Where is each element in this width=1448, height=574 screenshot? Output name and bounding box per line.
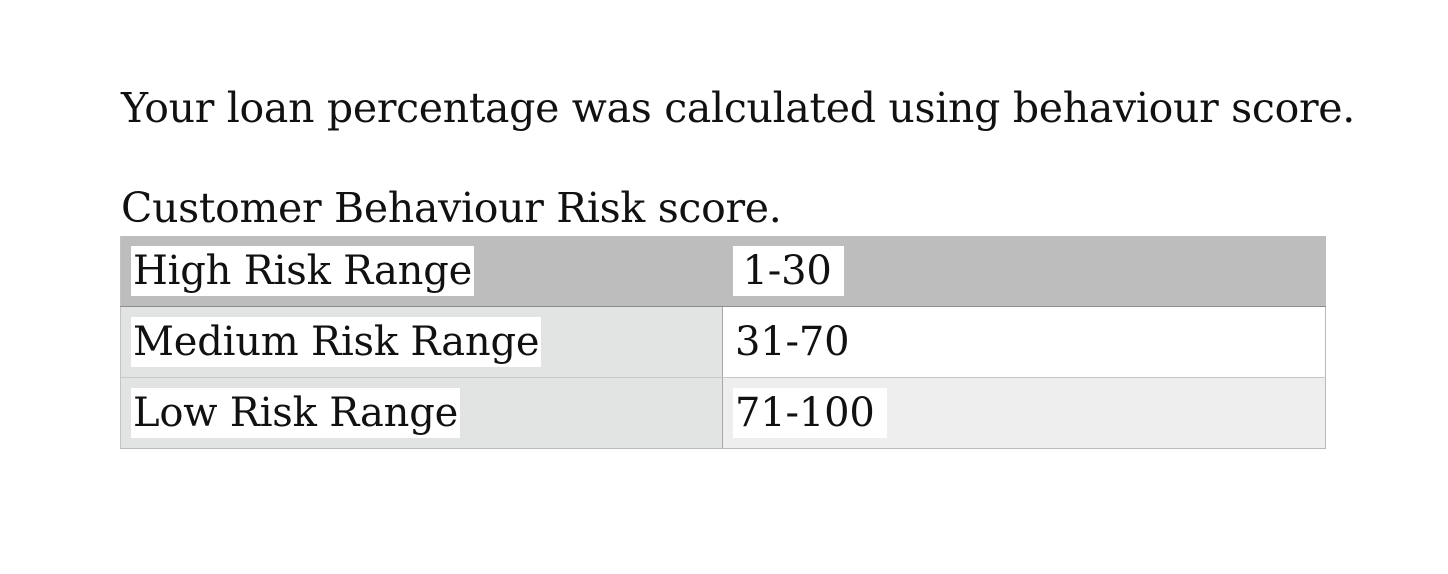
risk-range-label-cell: Low Risk Range <box>120 377 723 449</box>
risk-range-label: Low Risk Range <box>131 388 461 438</box>
table-row-low-risk: Low Risk Range 71-100 <box>120 377 1326 449</box>
table-row-medium-risk: Medium Risk Range 31-70 <box>120 306 1326 378</box>
risk-score-range: 31-70 <box>733 317 862 367</box>
table-row-high-risk: High Risk Range 1-30 <box>120 236 1326 307</box>
risk-range-label-cell: Medium Risk Range <box>120 306 723 378</box>
risk-range-label-cell: High Risk Range <box>120 236 723 307</box>
risk-range-label: Medium Risk Range <box>131 317 542 367</box>
table-caption: Customer Behaviour Risk score. <box>121 184 782 232</box>
risk-score-range-cell: 71-100 <box>722 377 1326 449</box>
risk-score-range: 71-100 <box>733 388 887 438</box>
risk-score-range-cell: 1-30 <box>722 236 1326 307</box>
risk-score-range-cell: 31-70 <box>722 306 1326 378</box>
intro-text: Your loan percentage was calculated usin… <box>121 84 1355 132</box>
risk-score-range: 1-30 <box>732 246 844 296</box>
risk-range-label: High Risk Range <box>131 246 475 296</box>
risk-score-table: High Risk Range 1-30 Medium Risk Range 3… <box>120 236 1326 449</box>
